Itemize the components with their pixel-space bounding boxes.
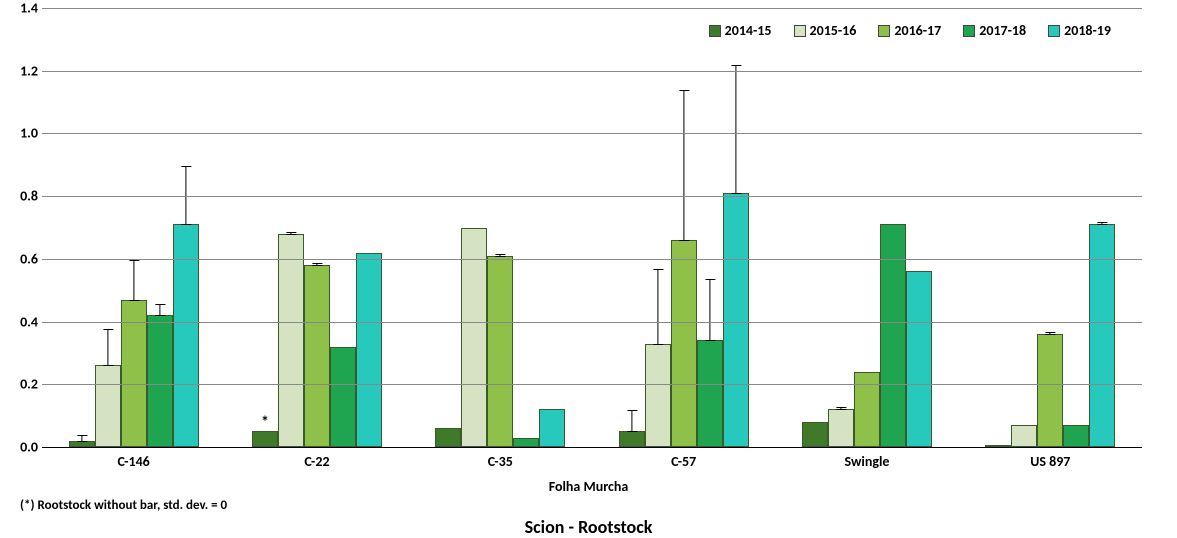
bar [828, 409, 854, 447]
error-bar [709, 279, 710, 342]
chart-container: 2014-152015-162016-172017-182018-19 C-14… [0, 0, 1177, 538]
gridline [42, 196, 1142, 197]
error-bar [107, 329, 108, 367]
bar: * [252, 431, 278, 447]
bar [1089, 224, 1115, 447]
gridline [42, 259, 1142, 260]
bar [461, 228, 487, 448]
bar [513, 438, 539, 447]
bar [880, 224, 906, 447]
bar [539, 409, 565, 447]
y-tick-label: 0.4 [8, 313, 38, 330]
bar [147, 315, 173, 447]
error-bar [683, 90, 684, 241]
error-bar [631, 410, 632, 432]
x-axis-subtitle: Folha Murcha [0, 478, 1177, 495]
x-axis-title: Scion - Rootstock [0, 516, 1177, 538]
x-category-label: Swingle [775, 453, 958, 470]
bar [435, 428, 461, 447]
error-bar [657, 269, 658, 344]
footnote: (*) Rootstock without bar, std. dev. = 0 [20, 498, 227, 513]
gridline [42, 8, 1142, 9]
bar-group: C-57 [592, 8, 775, 447]
error-bar [316, 263, 317, 266]
bar [173, 224, 199, 447]
y-tick-label: 1.0 [8, 125, 38, 142]
error-bar [133, 260, 134, 301]
error-bar [290, 232, 291, 235]
error-bar [159, 304, 160, 317]
x-category-label: C-146 [42, 453, 225, 470]
y-tick-label: 0.6 [8, 250, 38, 267]
x-category-label: C-57 [592, 453, 775, 470]
bar [1037, 334, 1063, 447]
error-bar [81, 435, 82, 441]
bar [1011, 425, 1037, 447]
bar [854, 372, 880, 447]
bar [645, 344, 671, 447]
bar [330, 347, 356, 447]
bar [985, 445, 1011, 447]
y-tick-label: 1.4 [8, 0, 38, 17]
star-annotation: * [261, 413, 269, 432]
bar-group: *C-22 [225, 8, 408, 447]
gridline [42, 322, 1142, 323]
error-bar [1102, 222, 1103, 225]
bar [1063, 425, 1089, 447]
y-tick-label: 0.8 [8, 188, 38, 205]
bar [278, 234, 304, 447]
x-category-label: US 897 [959, 453, 1142, 470]
bar-group: C-146 [42, 8, 225, 447]
gridline [42, 133, 1142, 134]
y-tick-label: 0.2 [8, 376, 38, 393]
bar [487, 256, 513, 447]
error-bar [500, 254, 501, 257]
bar-group: C-35 [409, 8, 592, 447]
y-tick-label: 0.0 [8, 439, 38, 456]
bar-group: US 897 [959, 8, 1142, 447]
y-tick-label: 1.2 [8, 62, 38, 79]
bar [619, 431, 645, 447]
error-bar [735, 65, 736, 194]
bar [304, 265, 330, 447]
x-category-label: C-22 [225, 453, 408, 470]
bar [671, 240, 697, 447]
x-category-label: C-35 [409, 453, 592, 470]
bar-group: Swingle [775, 8, 958, 447]
bar [95, 365, 121, 447]
plot-area: C-146*C-22C-35C-57SwingleUS 897 0.00.20.… [42, 8, 1142, 448]
bar [802, 422, 828, 447]
bar [356, 253, 382, 447]
bar-groups: C-146*C-22C-35C-57SwingleUS 897 [42, 8, 1142, 447]
error-bar [840, 407, 841, 410]
gridline [42, 384, 1142, 385]
bar [69, 441, 95, 447]
bar [906, 271, 932, 447]
gridline [42, 71, 1142, 72]
bar [723, 193, 749, 447]
error-bar [1050, 332, 1051, 335]
bar [697, 340, 723, 447]
